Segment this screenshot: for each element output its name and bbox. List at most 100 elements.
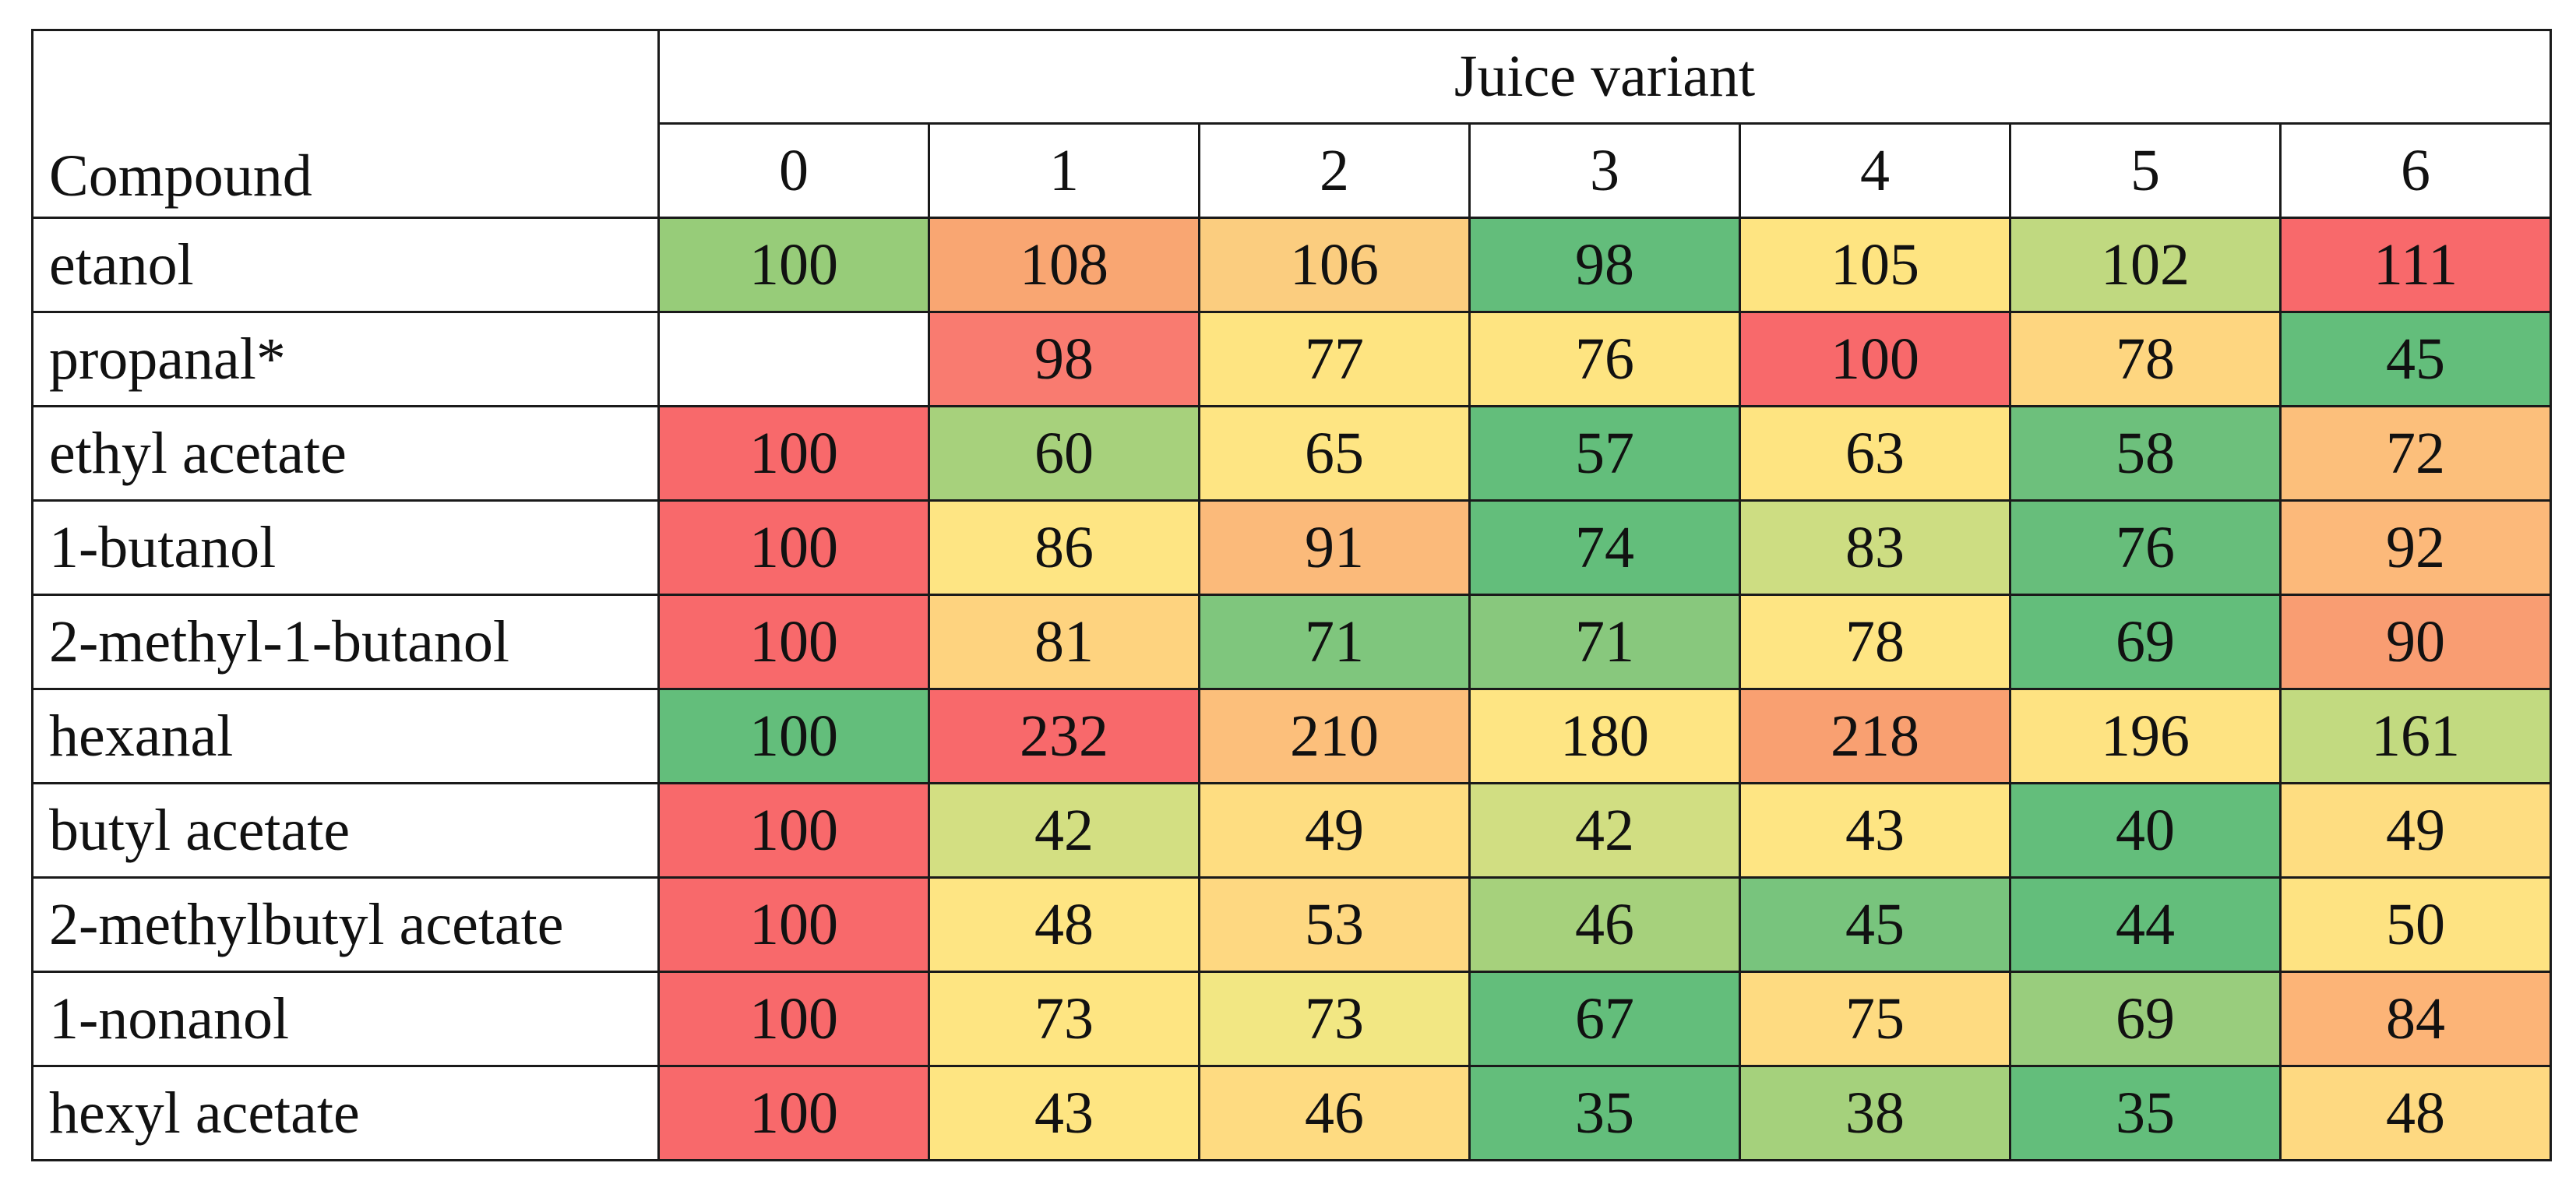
- heatmap-cell: 91: [1198, 499, 1471, 596]
- heatmap-cell: 105: [1739, 217, 2011, 313]
- heatmap-cell: 48: [928, 876, 1200, 973]
- heatmap-cell: 43: [928, 1065, 1200, 1161]
- heatmap-cell: 40: [2009, 782, 2282, 879]
- heatmap-cell: 46: [1468, 876, 1741, 973]
- heatmap-cell: 210: [1198, 688, 1471, 784]
- column-header-5: 5: [2009, 122, 2282, 219]
- heatmap-cell: 35: [2009, 1065, 2282, 1161]
- table-row: butyl acetate 100 42 49 42 43 40 49: [31, 782, 2552, 879]
- heatmap-cell: 45: [1739, 876, 2011, 973]
- table-row: 2-methylbutyl acetate 100 48 53 46 45 44 50: [31, 876, 2552, 973]
- heatmap-cell: 100: [657, 971, 930, 1067]
- heatmap-cell: 65: [1198, 405, 1471, 502]
- compound-label: 1-nonanol: [31, 971, 660, 1067]
- table-row: ethyl acetate 100 60 65 57 63 58 72: [31, 405, 2552, 502]
- heatmap-cell: 44: [2009, 876, 2282, 973]
- column-header-1: 1: [928, 122, 1200, 219]
- heatmap-cell: 69: [2009, 971, 2282, 1067]
- compound-label: hexyl acetate: [31, 1065, 660, 1161]
- heatmap-cell: 232: [928, 688, 1200, 784]
- heatmap-cell: 100: [657, 688, 930, 784]
- table-row: 2-methyl-1-butanol 100 81 71 71 78 69 90: [31, 594, 2552, 690]
- heatmap-cell: 83: [1739, 499, 2011, 596]
- heatmap-cell: 48: [2279, 1065, 2552, 1161]
- heatmap-cell: 49: [1198, 782, 1471, 879]
- heatmap-cell: 49: [2279, 782, 2552, 879]
- heatmap-cell: 98: [1468, 217, 1741, 313]
- compound-label: 1-butanol: [31, 499, 660, 596]
- row-header-compound: Compound: [31, 29, 660, 219]
- table-row: 1-nonanol 100 73 73 67 75 69 84: [31, 971, 2552, 1067]
- table-row: hexanal 100 232 210 180 218 196 161: [31, 688, 2552, 784]
- heatmap-cell: 38: [1739, 1065, 2011, 1161]
- heatmap-cell: 180: [1468, 688, 1741, 784]
- heatmap-cell: 58: [2009, 405, 2282, 502]
- heatmap-cell: 100: [657, 217, 930, 313]
- heatmap-cell: 73: [928, 971, 1200, 1067]
- heatmap-cell: 71: [1468, 594, 1741, 690]
- heatmap-cell: 74: [1468, 499, 1741, 596]
- heatmap-cell: [657, 311, 930, 407]
- heatmap-cell: 111: [2279, 217, 2552, 313]
- heatmap-cell: 100: [657, 876, 930, 973]
- heatmap-cell: 45: [2279, 311, 2552, 407]
- heatmap-cell: 76: [1468, 311, 1741, 407]
- heatmap-cell: 86: [928, 499, 1200, 596]
- heatmap-cell: 46: [1198, 1065, 1471, 1161]
- heatmap-cell: 77: [1198, 311, 1471, 407]
- heatmap-cell: 100: [657, 1065, 930, 1161]
- table-row: hexyl acetate 100 43 46 35 38 35 48: [31, 1065, 2552, 1161]
- heatmap-cell: 81: [928, 594, 1200, 690]
- heatmap-cell: 78: [1739, 594, 2011, 690]
- column-header-4: 4: [1739, 122, 2011, 219]
- heatmap-cell: 57: [1468, 405, 1741, 502]
- heatmap-cell: 73: [1198, 971, 1471, 1067]
- compound-label: hexanal: [31, 688, 660, 784]
- heatmap-cell: 108: [928, 217, 1200, 313]
- heatmap-cell: 100: [657, 405, 930, 502]
- compound-label: 2-methylbutyl acetate: [31, 876, 660, 973]
- compound-label: 2-methyl-1-butanol: [31, 594, 660, 690]
- heatmap-cell: 63: [1739, 405, 2011, 502]
- column-header-3: 3: [1468, 122, 1741, 219]
- column-header-6: 6: [2279, 122, 2552, 219]
- heatmap-cell: 100: [657, 594, 930, 690]
- heatmap-cell: 98: [928, 311, 1200, 407]
- heatmap-cell: 42: [928, 782, 1200, 879]
- heatmap-cell: 67: [1468, 971, 1741, 1067]
- compound-label: ethyl acetate: [31, 405, 660, 502]
- heatmap-cell: 43: [1739, 782, 2011, 879]
- heatmap-cell: 218: [1739, 688, 2011, 784]
- heatmap-cell: 92: [2279, 499, 2552, 596]
- heatmap-cell: 102: [2009, 217, 2282, 313]
- heatmap-cell: 69: [2009, 594, 2282, 690]
- compound-label: propanal*: [31, 311, 660, 407]
- compound-label: etanol: [31, 217, 660, 313]
- heatmap-cell: 50: [2279, 876, 2552, 973]
- heatmap-cell: 78: [2009, 311, 2282, 407]
- heatmap-cell: 71: [1198, 594, 1471, 690]
- heatmap-cell: 84: [2279, 971, 2552, 1067]
- heatmap-cell: 35: [1468, 1065, 1741, 1161]
- heatmap-cell: 75: [1739, 971, 2011, 1067]
- heatmap-cell: 90: [2279, 594, 2552, 690]
- heatmap-cell: 106: [1198, 217, 1471, 313]
- heatmap-cell: 161: [2279, 688, 2552, 784]
- heatmap-cell: 100: [657, 782, 930, 879]
- heatmap-cell: 42: [1468, 782, 1741, 879]
- heatmap-cell: 76: [2009, 499, 2282, 596]
- column-header-0: 0: [657, 122, 930, 219]
- heatmap-cell: 196: [2009, 688, 2282, 784]
- heatmap-cell: 53: [1198, 876, 1471, 973]
- table-row: etanol 100 108 106 98 105 102 111: [31, 217, 2552, 313]
- heatmap-cell: 72: [2279, 405, 2552, 502]
- table-row: 1-butanol 100 86 91 74 83 76 92: [31, 499, 2552, 596]
- column-header-2: 2: [1198, 122, 1471, 219]
- table-row: propanal* 98 77 76 100 78 45: [31, 311, 2552, 407]
- heatmap-cell: 60: [928, 405, 1200, 502]
- heatmap-cell: 100: [1739, 311, 2011, 407]
- heatmap-cell: 100: [657, 499, 930, 596]
- compound-label: butyl acetate: [31, 782, 660, 879]
- column-group-header: Juice variant: [657, 29, 2552, 125]
